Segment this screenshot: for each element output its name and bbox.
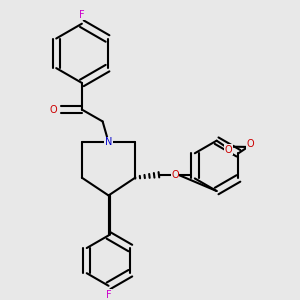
Text: O: O <box>247 140 254 149</box>
Text: N: N <box>105 137 112 147</box>
Text: F: F <box>79 10 85 20</box>
Text: O: O <box>50 105 58 115</box>
Text: F: F <box>106 290 111 300</box>
Text: O: O <box>225 145 232 154</box>
Text: O: O <box>171 170 179 180</box>
